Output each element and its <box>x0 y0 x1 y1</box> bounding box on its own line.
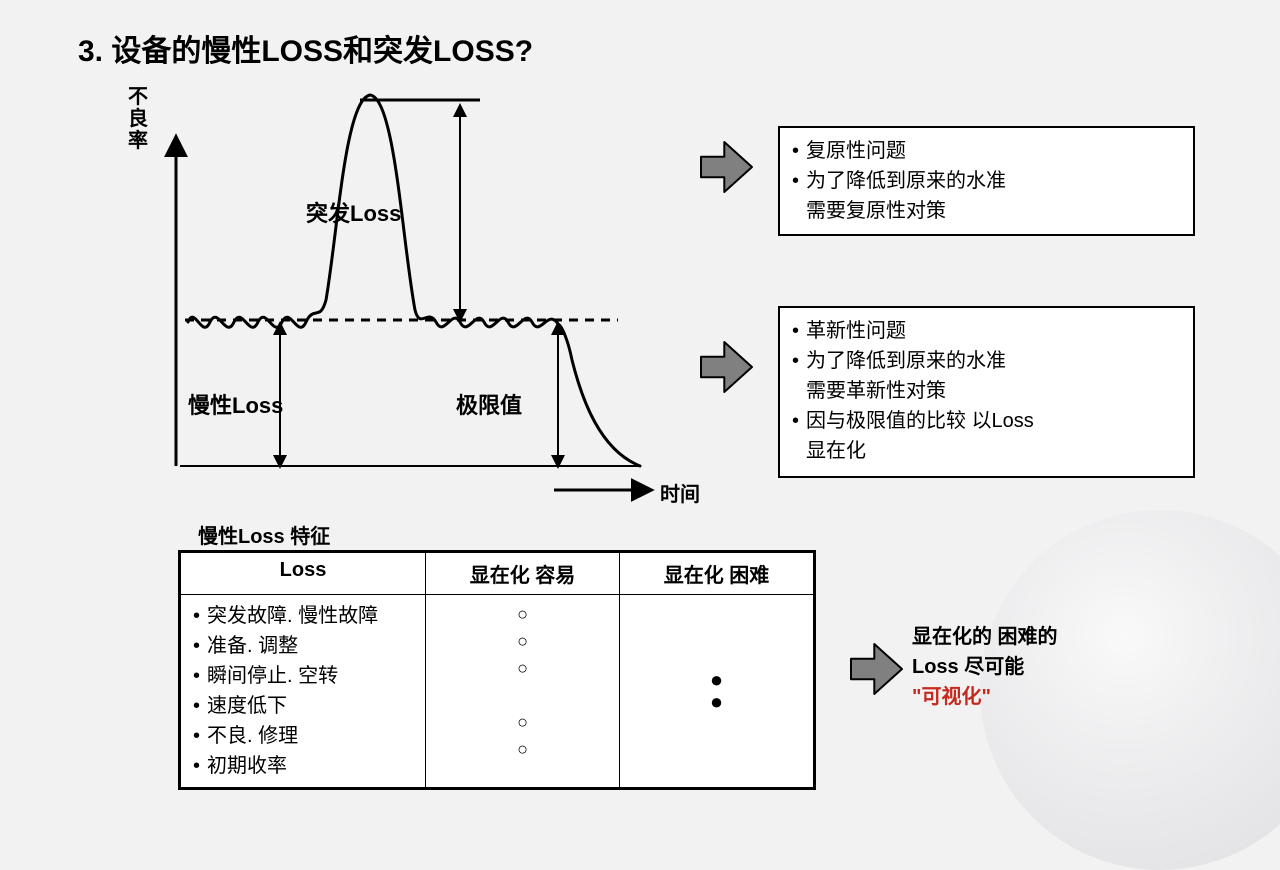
table-header: 显在化 容易 <box>426 553 620 595</box>
list-item: 准备. 调整 <box>193 631 413 661</box>
arrow-icon-chronic <box>700 340 754 394</box>
loss-chart <box>0 0 700 520</box>
list-item: 突发故障. 慢性故障 <box>193 601 413 631</box>
hard-cell: ●● <box>620 595 814 788</box>
sudden-loss-info-box: 复原性问题为了降低到原来的水准需要复原性对策 <box>778 126 1195 236</box>
info-item: 为了降低到原来的水准需要革新性对策 <box>792 346 1181 406</box>
table-title: 慢性Loss 特征 <box>198 520 330 549</box>
info-item: 复原性问题 <box>792 136 1181 166</box>
table-header: 显在化 困难 <box>620 553 814 595</box>
limit-value-label: 极限值 <box>456 388 522 420</box>
chronic-loss-info-box: 革新性问题为了降低到原来的水准需要革新性对策因与极限值的比较 以Loss显在化 <box>778 306 1195 478</box>
loss-items-cell: 突发故障. 慢性故障准备. 调整瞬间停止. 空转速度低下不良. 修理初期收率 <box>181 595 426 788</box>
callout-line2: Loss 尽可能 <box>912 652 1058 682</box>
chronic-loss-label: 慢性Loss <box>188 388 283 420</box>
callout-line3-red: "可视化" <box>912 682 1058 712</box>
callout-line1: 显在化的 困难的 <box>912 622 1058 652</box>
sudden-loss-label: 突发Loss <box>306 196 401 228</box>
info-item: 为了降低到原来的水准需要复原性对策 <box>792 166 1181 226</box>
loss-characteristics-table: Loss显在化 容易显在化 困难突发故障. 慢性故障准备. 调整瞬间停止. 空转… <box>178 550 816 790</box>
info-item: 革新性问题 <box>792 316 1181 346</box>
info-item: 因与极限值的比较 以Loss显在化 <box>792 406 1181 466</box>
table-header: Loss <box>181 553 426 595</box>
visualization-callout: 显在化的 困难的 Loss 尽可能 "可视化" <box>912 622 1058 712</box>
list-item: 不良. 修理 <box>193 721 413 751</box>
arrow-icon-table <box>850 642 904 696</box>
list-item: 速度低下 <box>193 691 413 721</box>
arrow-icon-sudden <box>700 140 754 194</box>
list-item: 瞬间停止. 空转 <box>193 661 413 691</box>
list-item: 初期收率 <box>193 751 413 781</box>
easy-cell: ○○○ ○○ <box>426 595 620 788</box>
